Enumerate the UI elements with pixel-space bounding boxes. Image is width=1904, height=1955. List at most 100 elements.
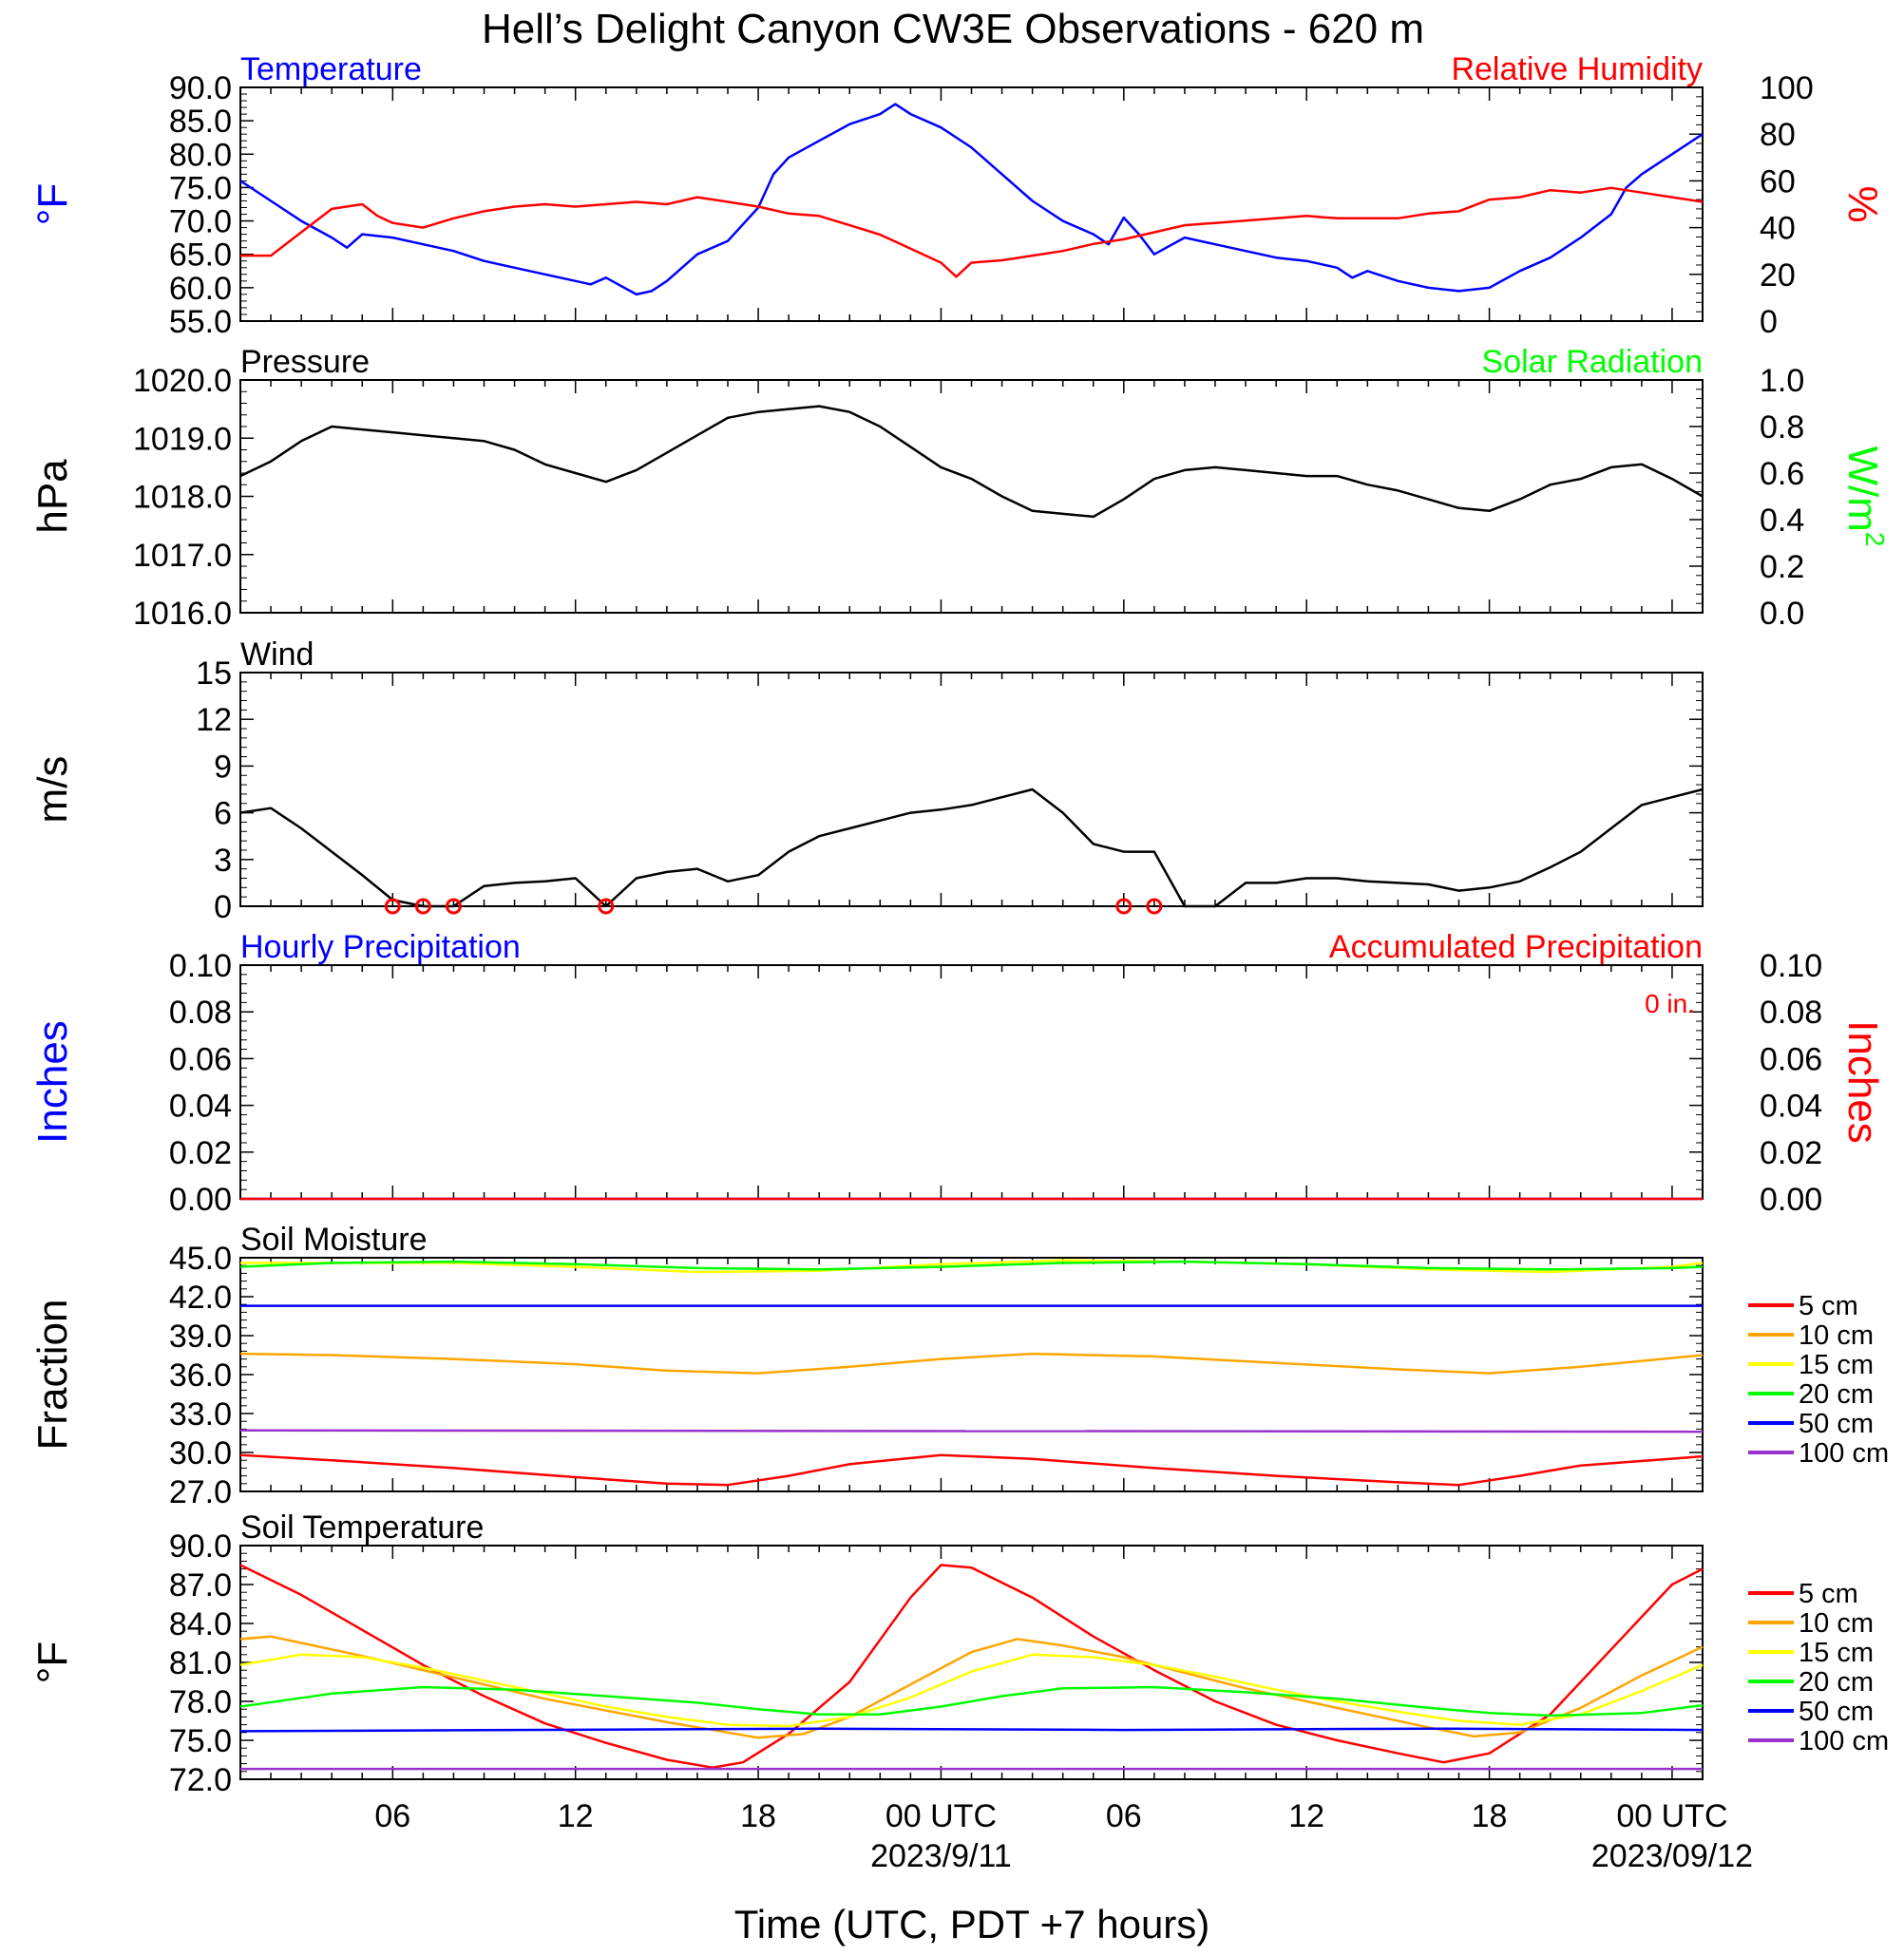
legend-label: 5 cm bbox=[1799, 1579, 1858, 1609]
y-right-tick-label: 60 bbox=[1760, 163, 1796, 199]
legend-label: 5 cm bbox=[1799, 1291, 1858, 1321]
y-tick-label: 80.0 bbox=[169, 137, 232, 173]
y-right-axis-label-superscript: 2 bbox=[1860, 532, 1890, 547]
y-right-tick-label: 0.6 bbox=[1760, 456, 1804, 492]
legend-label: 10 cm bbox=[1799, 1320, 1874, 1351]
panel-temp-rh: 90.085.080.075.070.065.060.055.0 100 80 60 4… bbox=[29, 51, 1886, 340]
y-tick-label: 1017.0 bbox=[133, 538, 232, 574]
calm-wind-marker bbox=[445, 898, 462, 915]
y-tick-label: 0.08 bbox=[169, 995, 232, 1031]
panel-soil-moisture: 45.042.039.036.033.030.027.0 Soil Moistur… bbox=[29, 1222, 1889, 1510]
y-right-tick-label: 1.0 bbox=[1760, 363, 1804, 399]
y-right-tick-label: 0.02 bbox=[1760, 1135, 1822, 1171]
y-tick-label: 12 bbox=[196, 702, 232, 738]
y-right-tick-label: 80 bbox=[1760, 117, 1796, 153]
y-tick-label: 0.02 bbox=[169, 1135, 232, 1171]
y-axis-label: °F bbox=[29, 183, 76, 225]
series-line-wind-0 bbox=[239, 788, 1704, 908]
y-tick-label: 42.0 bbox=[169, 1280, 232, 1316]
y-tick-label: 1018.0 bbox=[133, 480, 232, 516]
y-tick-label: 55.0 bbox=[169, 304, 232, 340]
y-tick-label: 81.0 bbox=[169, 1645, 232, 1681]
y-tick-label: 72.0 bbox=[169, 1762, 232, 1798]
y-right-tick-label: 0.0 bbox=[1760, 596, 1804, 632]
legend-label: 100 cm bbox=[1799, 1438, 1889, 1469]
series-line-soil-temperature-3 bbox=[239, 1685, 1704, 1718]
y-right-axis-label: W/m2 bbox=[1839, 446, 1890, 547]
series-line-soil-moisture-0 bbox=[239, 1453, 1704, 1487]
panel-title-left: Hourly Precipitation bbox=[240, 929, 521, 965]
x-axis-label: Time (UTC, PDT +7 hours) bbox=[734, 1902, 1210, 1946]
y-right-tick-label: 20 bbox=[1760, 257, 1796, 294]
y-tick-label: 1016.0 bbox=[133, 596, 232, 632]
calm-wind-marker bbox=[1146, 898, 1163, 915]
y-right-tick-label: 0.04 bbox=[1760, 1089, 1822, 1125]
y-right-axis-label: Inches bbox=[1839, 1020, 1886, 1144]
legend-label: 50 cm bbox=[1799, 1697, 1874, 1727]
panel-title-right: Accumulated Precipitation bbox=[1329, 929, 1703, 965]
calm-wind-marker bbox=[1115, 898, 1133, 915]
series-line-soil-temperature-1 bbox=[239, 1635, 1704, 1739]
y-tick-label: 0.10 bbox=[169, 948, 232, 984]
y-tick-label: 15 bbox=[196, 655, 232, 692]
y-axis-label: Inches bbox=[29, 1020, 76, 1144]
x-tick-label: 06 bbox=[1106, 1798, 1142, 1834]
panel-title-left: Soil Moisture bbox=[240, 1222, 428, 1258]
panel-title-left: Soil Temperature bbox=[240, 1509, 484, 1546]
series-line-soil-temperature-4 bbox=[239, 1727, 1704, 1733]
precip-total-annotation: 0 in. bbox=[1645, 989, 1695, 1018]
y-right-tick-label: 0.08 bbox=[1760, 995, 1822, 1031]
series-line-soil-temperature-0 bbox=[239, 1564, 1704, 1769]
x-date-label: 2023/9/11 bbox=[870, 1838, 1012, 1874]
legend-label: 15 cm bbox=[1799, 1638, 1874, 1668]
series-line-pressure-0 bbox=[239, 405, 1704, 519]
y-tick-label: 39.0 bbox=[169, 1319, 232, 1355]
y-tick-label: 84.0 bbox=[169, 1606, 232, 1642]
y-tick-label: 87.0 bbox=[169, 1567, 232, 1604]
series-line-soil-temperature-2 bbox=[239, 1653, 1704, 1728]
y-tick-label: 60.0 bbox=[169, 271, 232, 307]
y-tick-label: 6 bbox=[214, 796, 232, 832]
x-tick-label: 18 bbox=[1472, 1798, 1508, 1834]
series-line-soil-moisture-3 bbox=[239, 1260, 1704, 1271]
y-tick-label: 0.00 bbox=[169, 1182, 232, 1218]
panel-soil-temperature: 90.087.084.081.078.075.072.0 Soil Tempera… bbox=[29, 1509, 1889, 1798]
y-axis-label: Fraction bbox=[29, 1300, 76, 1451]
y-tick-label: 0.06 bbox=[169, 1041, 232, 1077]
x-tick-label: 00 UTC bbox=[1616, 1798, 1727, 1834]
y-tick-label: 27.0 bbox=[169, 1474, 232, 1510]
series-line-temp-rh-0 bbox=[239, 103, 1704, 296]
panel-title-left: Temperature bbox=[240, 51, 422, 87]
legend-label: 10 cm bbox=[1799, 1608, 1874, 1639]
y-tick-label: 1019.0 bbox=[133, 421, 232, 457]
y-tick-label: 70.0 bbox=[169, 204, 232, 240]
legend-label: 100 cm bbox=[1799, 1726, 1889, 1756]
y-tick-label: 65.0 bbox=[169, 237, 232, 274]
y-tick-label: 85.0 bbox=[169, 104, 232, 140]
y-right-tick-label: 0.00 bbox=[1760, 1182, 1822, 1218]
y-right-axis-label: % bbox=[1839, 185, 1886, 222]
y-right-tick-label: 0.10 bbox=[1760, 948, 1822, 984]
y-tick-label: 90.0 bbox=[169, 70, 232, 106]
y-tick-label: 30.0 bbox=[169, 1435, 232, 1471]
chart-title: Hell’s Delight Canyon CW3E Observations … bbox=[482, 6, 1424, 52]
panel-title-right: Solar Radiation bbox=[1482, 344, 1703, 380]
panel-title-left: Pressure bbox=[240, 344, 370, 380]
x-tick-label: 18 bbox=[740, 1798, 776, 1834]
panel-precipitation: 0.10 0.08 0.06 0.04 0.02 0.00 0.10 0.08 0.06 0.04… bbox=[29, 929, 1886, 1218]
y-tick-label: 1020.0 bbox=[133, 363, 232, 399]
calm-wind-marker bbox=[384, 898, 401, 915]
y-tick-label: 3 bbox=[214, 843, 232, 879]
series-line-soil-moisture-1 bbox=[239, 1352, 1704, 1375]
y-right-tick-label: 100 bbox=[1760, 70, 1814, 106]
y-right-tick-label: 40 bbox=[1760, 211, 1796, 247]
y-right-tick-label: 0.2 bbox=[1760, 549, 1804, 585]
y-right-tick-label: 0.8 bbox=[1760, 409, 1804, 446]
legend-label: 50 cm bbox=[1799, 1409, 1874, 1439]
x-tick-label: 00 UTC bbox=[885, 1798, 997, 1834]
y-tick-label: 45.0 bbox=[169, 1241, 232, 1277]
y-right-tick-label: 0 bbox=[1760, 304, 1778, 340]
y-tick-label: 0.04 bbox=[169, 1089, 232, 1125]
calm-wind-marker bbox=[598, 898, 615, 915]
